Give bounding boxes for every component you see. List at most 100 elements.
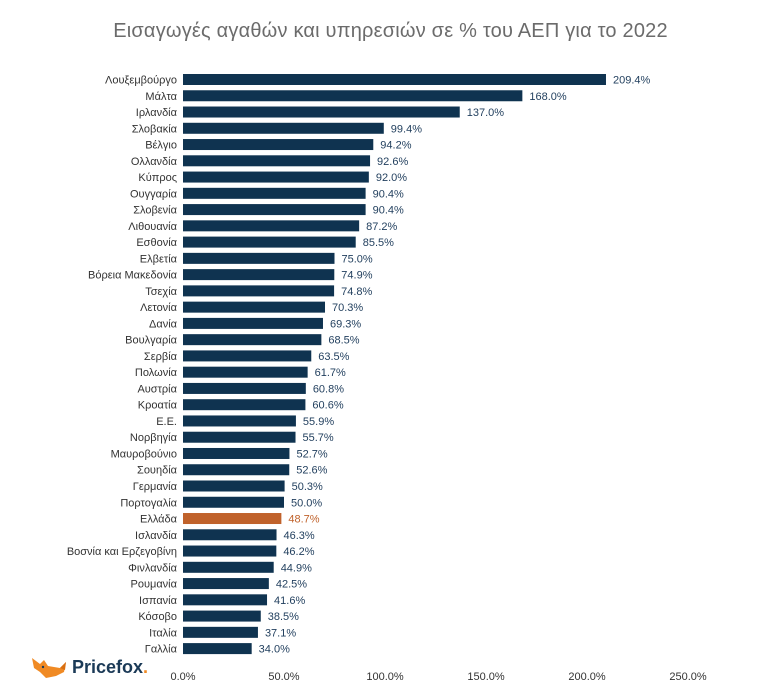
value-label: 168.0% bbox=[529, 91, 567, 103]
category-label: Βόρεια Μακεδονία bbox=[88, 270, 178, 282]
category-label: Τσεχία bbox=[145, 286, 177, 298]
bar bbox=[183, 447, 290, 459]
bar bbox=[183, 561, 274, 573]
x-tick-label: 200.0% bbox=[568, 671, 606, 683]
category-label: Γερμανία bbox=[133, 481, 178, 493]
value-label: 41.6% bbox=[274, 595, 305, 607]
bar bbox=[183, 74, 606, 85]
bar bbox=[183, 139, 374, 151]
category-label: Δανία bbox=[149, 318, 178, 330]
value-label: 50.3% bbox=[292, 481, 323, 493]
value-label: 60.6% bbox=[312, 400, 343, 412]
value-label: 68.5% bbox=[328, 335, 359, 347]
value-label: 48.7% bbox=[288, 514, 319, 526]
bar bbox=[183, 415, 296, 427]
category-label: Εσθονία bbox=[136, 237, 177, 249]
value-label: 55.9% bbox=[303, 416, 334, 428]
category-label: Μαυροβούνιο bbox=[111, 448, 177, 460]
logo-dot: . bbox=[143, 656, 149, 677]
bar bbox=[183, 496, 284, 508]
value-label: 70.3% bbox=[332, 302, 363, 314]
value-label: 92.6% bbox=[377, 156, 408, 168]
category-label: Ε.Ε. bbox=[156, 416, 177, 428]
bar bbox=[183, 594, 268, 606]
bar bbox=[183, 171, 369, 183]
value-label: 99.4% bbox=[391, 123, 422, 135]
value-label: 52.7% bbox=[296, 448, 327, 460]
category-label: Βουλγαρία bbox=[125, 335, 178, 347]
value-label: 52.6% bbox=[296, 465, 327, 477]
bar bbox=[183, 236, 356, 248]
bar bbox=[183, 220, 360, 232]
category-label: Ιρλανδία bbox=[136, 107, 178, 119]
x-tick-label: 150.0% bbox=[467, 671, 505, 683]
value-label: 61.7% bbox=[315, 367, 346, 379]
value-label: 55.7% bbox=[303, 432, 334, 444]
category-label: Μάλτα bbox=[145, 91, 177, 103]
value-label: 46.2% bbox=[283, 546, 314, 558]
bar bbox=[183, 431, 296, 443]
value-label: 74.9% bbox=[341, 270, 372, 282]
category-label: Κροατία bbox=[138, 400, 178, 412]
bar bbox=[183, 382, 306, 394]
value-label: 44.9% bbox=[281, 562, 312, 574]
value-label: 137.0% bbox=[467, 107, 505, 119]
bar bbox=[183, 252, 335, 264]
bar bbox=[183, 578, 269, 590]
pricefox-logo: Pricefox. bbox=[30, 654, 148, 680]
value-label: 75.0% bbox=[342, 253, 373, 265]
category-label: Λιθουανία bbox=[128, 221, 177, 233]
bar bbox=[183, 317, 323, 329]
category-label: Ουγγαρία bbox=[130, 188, 178, 200]
category-label: Ισλανδία bbox=[135, 530, 178, 542]
bar bbox=[183, 301, 326, 313]
bar bbox=[183, 285, 335, 297]
value-label: 92.0% bbox=[376, 172, 407, 184]
category-label: Σλοβακία bbox=[132, 123, 178, 135]
category-label: Πολωνία bbox=[135, 367, 178, 379]
bar bbox=[183, 399, 306, 411]
bar bbox=[183, 122, 384, 134]
category-label: Πορτογαλία bbox=[120, 497, 177, 509]
value-label: 85.5% bbox=[363, 237, 394, 249]
category-label: Γαλλία bbox=[145, 644, 178, 656]
category-label: Νορβηγία bbox=[130, 432, 178, 444]
category-label: Ιταλία bbox=[149, 627, 178, 639]
value-label: 209.4% bbox=[613, 75, 651, 87]
bar bbox=[183, 513, 282, 525]
category-label: Σουηδία bbox=[137, 465, 178, 477]
bar bbox=[183, 643, 252, 655]
value-label: 87.2% bbox=[366, 221, 397, 233]
category-label: Λετονία bbox=[140, 302, 178, 314]
value-label: 38.5% bbox=[268, 611, 299, 623]
bar bbox=[183, 464, 290, 476]
category-label: Ισπανία bbox=[139, 595, 178, 607]
value-label: 34.0% bbox=[259, 644, 290, 656]
value-label: 50.0% bbox=[291, 497, 322, 509]
value-label: 46.3% bbox=[284, 530, 315, 542]
bar bbox=[183, 610, 261, 622]
category-label: Κύπρος bbox=[138, 172, 177, 184]
fox-icon bbox=[32, 658, 66, 678]
value-label: 37.1% bbox=[265, 627, 296, 639]
category-label: Βέλγιο bbox=[145, 140, 177, 152]
x-tick-label: 100.0% bbox=[366, 671, 404, 683]
category-label: Φινλανδία bbox=[128, 562, 177, 574]
x-tick-label: 50.0% bbox=[268, 671, 299, 683]
bar bbox=[183, 204, 366, 216]
bar bbox=[183, 334, 322, 346]
value-label: 90.4% bbox=[373, 205, 404, 217]
category-label: Κόσοβο bbox=[138, 611, 177, 623]
bar bbox=[183, 350, 312, 362]
bar bbox=[183, 106, 460, 118]
bar bbox=[183, 90, 523, 102]
category-label: Λουξεμβούργο bbox=[105, 75, 177, 87]
logo-text: Pricefox bbox=[72, 656, 144, 677]
bar bbox=[183, 366, 308, 378]
x-tick-label: 0.0% bbox=[170, 671, 195, 683]
value-label: 90.4% bbox=[373, 188, 404, 200]
value-label: 63.5% bbox=[318, 351, 349, 363]
category-label: Ρουμανία bbox=[131, 579, 178, 591]
category-label: Ολλανδία bbox=[131, 156, 178, 168]
bar bbox=[183, 187, 366, 199]
